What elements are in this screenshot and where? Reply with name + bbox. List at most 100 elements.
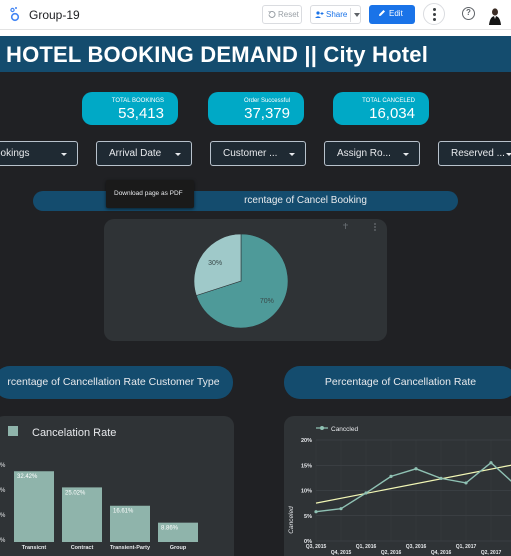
pie-chart-card: 70% 30%	[104, 219, 387, 341]
report-canvas: HOTEL BOOKING DEMAND || City Hotel TOTAL…	[0, 36, 511, 556]
edit-button[interactable]: Edit	[369, 5, 415, 24]
edit-label: Edit	[389, 9, 403, 18]
bar-data-label: 8.86%	[161, 526, 179, 532]
dropdown-arrow-icon	[289, 153, 295, 156]
data-point[interactable]	[414, 467, 418, 471]
y-tick-label: 10%	[301, 489, 312, 495]
data-point[interactable]	[489, 461, 493, 465]
data-point[interactable]	[314, 510, 318, 514]
pie-slice[interactable]	[193, 233, 242, 296]
series-line[interactable]	[315, 461, 511, 513]
y-tick-label: 20%	[301, 438, 312, 444]
section-title: rcentage of Cancellation Rate Customer T…	[7, 376, 220, 388]
data-point[interactable]	[439, 476, 443, 480]
bar-data-label: 25.02%	[65, 490, 86, 496]
y-tick-label: 15%	[301, 463, 312, 469]
filter-bookings[interactable]: ookings	[0, 141, 78, 166]
bar-chart: Cancelation Rate %%%% 32.42% Transicnt 25.…	[0, 426, 198, 551]
header-band: HOTEL BOOKING DEMAND || City Hotel	[0, 36, 511, 72]
bar[interactable]	[14, 471, 54, 542]
filter-label: Assign Ro...	[337, 148, 391, 159]
share-button[interactable]: Share	[310, 5, 361, 24]
avatar[interactable]	[486, 5, 504, 25]
dropdown-arrow-icon	[61, 153, 67, 156]
y-tick-label: %	[0, 513, 6, 519]
kpi-total-canceled: TOTAL CANCELED 16,034	[333, 92, 429, 125]
line-chart-card: Canccled Canceled 20% 15% 10% 5% 0% Q3, 2015 Q…	[284, 416, 511, 556]
x-tick-label: Q2, 2016	[381, 550, 402, 556]
legend-swatch	[8, 426, 18, 436]
y-tick-label: %	[0, 463, 6, 469]
filter-label: Arrival Date	[109, 148, 162, 159]
chart-toolbar[interactable]	[343, 223, 376, 231]
dot	[374, 223, 376, 225]
report-heading: HOTEL BOOKING DEMAND || City Hotel	[6, 42, 429, 67]
bar-data-label: 32.42%	[17, 474, 38, 480]
kpi-label: TOTAL CANCELED	[362, 98, 415, 104]
bar[interactable]	[62, 487, 102, 542]
reset-button[interactable]: Reset	[262, 5, 302, 24]
bar-data-label: 16.61%	[113, 509, 134, 515]
cancel-booking-title: rcentage of Cancel Booking	[33, 191, 458, 211]
dot	[374, 226, 376, 228]
pie-data-label: 70%	[260, 298, 274, 305]
add-person-icon	[315, 11, 324, 18]
report-title: Group-19	[29, 8, 80, 22]
data-point[interactable]	[339, 507, 343, 511]
line-chart: Canccled Canceled 20% 15% 10% 5% 0%Q3, 2015 Q…	[288, 426, 511, 556]
app-toolbar: Group-19 Reset Share Edit ?	[0, 0, 511, 30]
dropdown-arrow-icon	[506, 153, 511, 156]
pie-chart: 70% 30%	[193, 223, 376, 329]
kpi-total-bookings: TOTAL BOOKINGS 53,413	[82, 92, 178, 125]
bar-chart-card: Cancelation Rate %%%% 32.42% Transicnt 25.…	[0, 416, 234, 556]
customer-type-title: rcentage of Cancellation Rate Customer T…	[0, 366, 233, 399]
share-dropdown-icon[interactable]	[354, 13, 360, 17]
filter-label: Customer ...	[223, 148, 278, 159]
pie-slice[interactable]	[195, 233, 289, 329]
kpi-order-successful: Order Successful 37,379	[208, 92, 304, 125]
cancellation-rate-title: Percentage of Cancellation Rate	[284, 366, 511, 399]
data-point[interactable]	[364, 491, 368, 495]
bar[interactable]	[158, 522, 198, 542]
y-tick-label: %	[0, 538, 6, 544]
x-tick-label: Q2, 2017	[481, 550, 502, 556]
dot	[374, 229, 376, 231]
x-tick-label: Group	[170, 545, 187, 551]
filter-arrival-date[interactable]: Arrival Date	[96, 141, 192, 166]
x-tick-label: Contract	[71, 545, 94, 551]
more-options-button[interactable]	[423, 3, 445, 25]
y-tick-label: 0%	[304, 539, 312, 545]
kpi-label: Order Successful	[243, 98, 290, 104]
x-tick-label: Q4, 2016	[431, 550, 452, 556]
help-button[interactable]: ?	[462, 7, 475, 20]
filter-customer-type[interactable]: Customer ...	[210, 141, 306, 166]
share-label: Share	[326, 10, 348, 19]
data-point[interactable]	[464, 481, 468, 485]
trend-line	[315, 464, 511, 504]
reset-icon	[268, 10, 276, 18]
x-tick-label: Q4, 2015	[331, 550, 352, 556]
pie-data-label: 30%	[208, 260, 222, 267]
legend-label: Canccled	[331, 426, 358, 433]
dot	[433, 18, 436, 21]
section-title: rcentage of Cancel Booking	[244, 195, 367, 206]
filter-assigned-room[interactable]: Assign Ro...	[324, 141, 420, 166]
legend-marker	[320, 426, 324, 430]
chart-filter-icon[interactable]	[343, 223, 348, 229]
y-tick-label: %	[0, 488, 6, 494]
filter-label: Reserved ...	[451, 148, 505, 159]
x-tick-label: Q3, 2016	[406, 544, 427, 550]
data-point[interactable]	[389, 474, 393, 478]
kpi-value: 37,379	[244, 105, 290, 122]
legend-label: Cancelation Rate	[32, 427, 116, 439]
bar[interactable]	[110, 505, 150, 542]
filter-reserved-room[interactable]: Reserved ...	[438, 141, 511, 166]
dropdown-arrow-icon	[403, 153, 409, 156]
kpi-label: TOTAL BOOKINGS	[111, 98, 164, 104]
x-tick-label: Q1, 2017	[456, 544, 477, 550]
x-tick-label: Q1, 2016	[356, 544, 377, 550]
share-divider	[350, 8, 351, 22]
x-tick-label: Transient-Party	[110, 545, 151, 551]
filter-label: ookings	[0, 148, 30, 159]
